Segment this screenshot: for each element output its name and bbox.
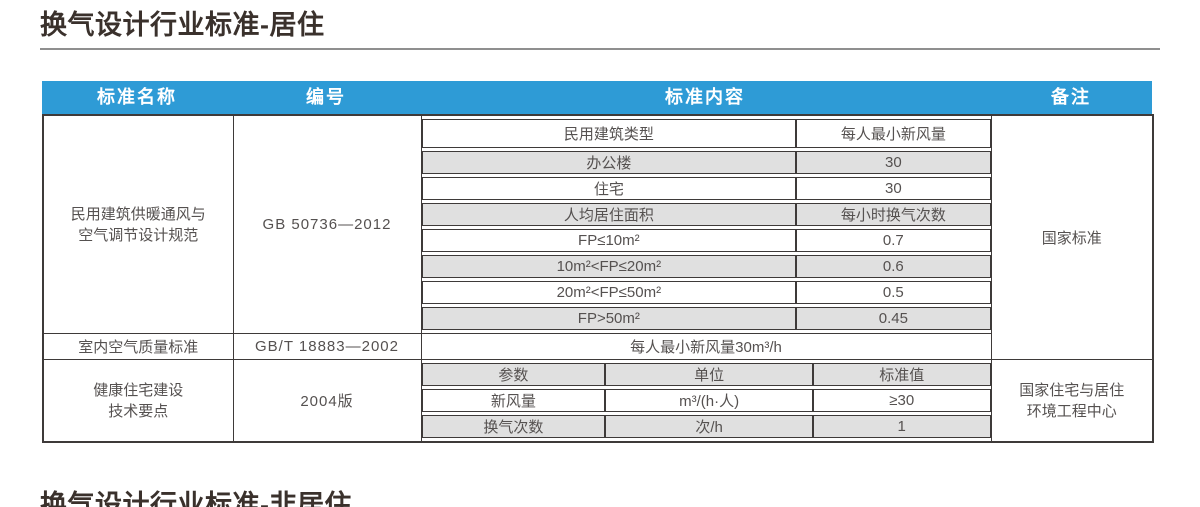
standard-name-cell: 民用建筑供暖通风与 空气调节设计规范: [42, 114, 234, 334]
header-standard-content: 标准内容: [665, 87, 745, 107]
page-title-non-residential: 换气设计行业标准-非居住: [40, 490, 352, 507]
content-value-cell: 30: [796, 151, 991, 174]
page-title-residential: 换气设计行业标准-居住: [40, 10, 325, 40]
remark-line1: 国家住宅与居住: [1019, 381, 1125, 399]
content-row: 民用建筑类型 每人最小新风量: [421, 119, 991, 148]
table-row-section2: 室内空气质量标准 GB/T 18883—2002 每人最小新风量30m³/h: [42, 333, 1153, 360]
param-cell: 换气次数: [421, 415, 606, 438]
ventilation-requirements-table: 民用建筑类型 每人最小新风量 办公楼 30 住宅 30: [421, 116, 991, 333]
standard-name-line2: 技术要点: [108, 402, 169, 420]
content-value-cell: 每小时换气次数: [796, 203, 991, 226]
standards-table: 标准名称 编号 标准内容 备注 民用建筑供暖通风与 空气调节设计规范 GB 50…: [42, 81, 1154, 443]
standard-name-cell: 室内空气质量标准: [42, 333, 234, 360]
standard-code-cell: 2004版: [232, 359, 422, 443]
header-code: 编号: [306, 87, 346, 107]
content-value-cell: 0.5: [796, 281, 991, 304]
content-label-cell: 人均居住面积: [421, 203, 797, 226]
unit-cell: 次/h: [605, 415, 813, 438]
standards-table-body: 民用建筑供暖通风与 空气调节设计规范 GB 50736—2012 民用建筑类型 …: [42, 114, 1154, 443]
content-value-cell: 每人最小新风量: [796, 119, 991, 148]
standard-code-cell: GB/T 18883—2002: [232, 333, 422, 360]
title-underline-top: [40, 48, 1160, 50]
content-label-cell: FP≤10m²: [421, 229, 797, 252]
standard-content-cell: 民用建筑类型 每人最小新风量 办公楼 30 住宅 30: [420, 114, 992, 334]
content-label-cell: 10m²<FP≤20m²: [421, 255, 797, 278]
content-row: 10m²<FP≤20m² 0.6: [421, 255, 991, 278]
content-row: 换气次数 次/h 1: [421, 415, 991, 438]
value-cell: ≥30: [812, 389, 991, 412]
content-row: 新风量 m³/(h·人) ≥30: [421, 389, 991, 412]
standard-code-cell: GB 50736—2012: [232, 114, 422, 334]
content-value-cell: 0.7: [796, 229, 991, 252]
content-row: FP>50m² 0.45: [421, 307, 991, 330]
remark-cell-housing-center: 国家住宅与居住 环境工程中心: [990, 359, 1154, 443]
standard-name-line1: 健康住宅建设: [93, 381, 184, 399]
content-value-cell: 0.6: [796, 255, 991, 278]
unit-cell: m³/(h·人): [605, 389, 813, 412]
remark-cell-national-standard: 国家标准: [990, 114, 1154, 360]
content-row: 住宅 30: [421, 177, 991, 200]
standard-content-cell: 参数 单位 标准值 新风量 m³/(h·人) ≥30: [420, 359, 992, 443]
content-value-cell: 30: [796, 177, 991, 200]
table-row-section1: 民用建筑供暖通风与 空气调节设计规范 GB 50736—2012 民用建筑类型 …: [42, 114, 1154, 360]
content-row: 人均居住面积 每小时换气次数: [421, 203, 991, 226]
content-label-cell: FP>50m²: [421, 307, 797, 330]
standard-content-cell: 每人最小新风量30m³/h: [420, 333, 992, 360]
param-cell: 新风量: [421, 389, 606, 412]
content-label-cell: 民用建筑类型: [421, 119, 797, 148]
content-label-cell: 住宅: [421, 177, 797, 200]
standard-name-line1: 民用建筑供暖通风与: [70, 205, 206, 223]
table-header-row: 标准名称 编号 标准内容 备注: [42, 81, 1152, 114]
content-row: 参数 单位 标准值: [421, 363, 991, 386]
remark-line2: 环境工程中心: [1026, 402, 1117, 420]
parameter-table: 参数 单位 标准值 新风量 m³/(h·人) ≥30: [421, 360, 991, 441]
standard-name-cell: 健康住宅建设 技术要点: [42, 359, 234, 443]
unit-cell: 单位: [605, 363, 813, 386]
table-row-section3: 健康住宅建设 技术要点 2004版 参数 单位 标准值: [42, 359, 1154, 443]
content-label-cell: 20m²<FP≤50m²: [421, 281, 797, 304]
header-remark: 备注: [1051, 87, 1091, 107]
param-cell: 参数: [421, 363, 606, 386]
content-label-cell: 办公楼: [421, 151, 797, 174]
value-cell: 1: [812, 415, 991, 438]
content-value-cell: 0.45: [796, 307, 991, 330]
content-row: 20m²<FP≤50m² 0.5: [421, 281, 991, 304]
content-row: 办公楼 30: [421, 151, 991, 174]
standard-name-line2: 空气调节设计规范: [78, 226, 199, 244]
header-standard-name: 标准名称: [97, 87, 177, 107]
content-row: FP≤10m² 0.7: [421, 229, 991, 252]
value-cell: 标准值: [812, 363, 991, 386]
